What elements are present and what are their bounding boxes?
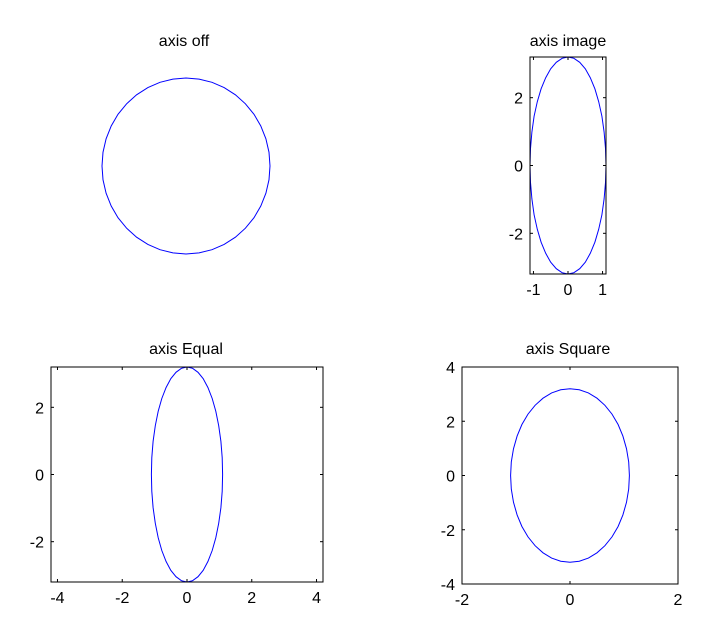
x-tick-label: -1 — [526, 282, 540, 299]
y-tick-label: -2 — [441, 523, 455, 540]
x-tick-label: 0 — [564, 282, 573, 299]
x-tick-label: -2 — [455, 592, 469, 609]
x-tick-label: 0 — [183, 590, 192, 607]
y-tick-label: 2 — [446, 414, 455, 431]
y-tick-label: 0 — [35, 468, 44, 485]
y-tick-label: 0 — [514, 159, 523, 176]
x-tick-label: 2 — [674, 592, 683, 609]
subplot-title: axis Equal — [149, 341, 223, 358]
y-tick-label: 4 — [446, 360, 455, 377]
x-tick-label: 4 — [312, 590, 321, 607]
y-tick-label: -2 — [509, 226, 523, 243]
x-tick-label: 0 — [566, 592, 575, 609]
x-tick-label: 1 — [598, 282, 607, 299]
y-tick-label: -4 — [441, 577, 455, 594]
subplot-2: axis image -1 0 1 -2 0 2 — [509, 33, 607, 299]
series-line — [101, 77, 271, 255]
series-line — [529, 56, 607, 275]
subplot-title: axis image — [530, 33, 607, 50]
series-line — [150, 366, 224, 583]
x-tick-label: -2 — [115, 590, 129, 607]
series-line — [510, 388, 630, 563]
subplot-title: axis off — [159, 33, 210, 50]
axes-box — [461, 366, 679, 585]
subplot-1: axis off — [101, 33, 271, 255]
y-tick-label: -2 — [30, 535, 44, 552]
axes-box — [50, 366, 324, 583]
x-tick-label: 2 — [247, 590, 256, 607]
y-tick-label: 2 — [514, 91, 523, 108]
subplot-3: axis Equal -4 -2 0 2 4 -2 0 2 — [30, 341, 324, 607]
x-tick-label: -4 — [50, 590, 64, 607]
subplot-title: axis Square — [526, 341, 611, 358]
y-tick-label: 0 — [446, 469, 455, 486]
y-tick-label: 2 — [35, 400, 44, 417]
